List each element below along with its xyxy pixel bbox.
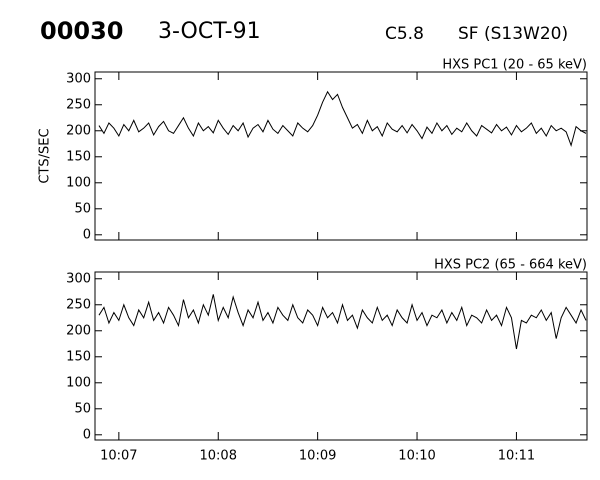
y-tick-label: 100	[66, 175, 91, 190]
y-tick-label: 0	[83, 427, 91, 442]
y-tick-label: 300	[66, 71, 91, 86]
flare-location: SF (S13W20)	[458, 24, 568, 44]
y-tick-label: 300	[66, 271, 91, 286]
record-id: 00030	[40, 17, 124, 45]
x-tick-label: 10:09	[299, 449, 336, 464]
y-tick-label: 50	[74, 401, 91, 416]
y-tick-label: 250	[66, 97, 91, 112]
panel-title: HXS PC2 (65 - 664 keV)	[434, 258, 587, 273]
y-axis-label: CTS/SEC	[38, 128, 53, 183]
plot-frame	[94, 271, 588, 441]
panel-title: HXS PC1 (20 - 65 keV)	[442, 58, 587, 73]
plot-frame	[94, 71, 588, 241]
y-tick-label: 250	[66, 297, 91, 312]
x-tick-label: 10:08	[200, 449, 237, 464]
x-tick-label: 10:07	[100, 449, 137, 464]
x-tick-label: 10:10	[398, 449, 435, 464]
flare-class: C5.8	[385, 24, 424, 44]
x-tick-label: 10:11	[498, 449, 535, 464]
y-tick-label: 0	[83, 227, 91, 242]
data-line	[98, 294, 587, 350]
y-tick-label: 150	[66, 349, 91, 364]
y-tick-label: 200	[66, 323, 91, 338]
date: 3-OCT-91	[158, 19, 261, 44]
y-tick-label: 50	[74, 201, 91, 216]
y-tick-label: 100	[66, 375, 91, 390]
y-tick-label: 150	[66, 149, 91, 164]
y-tick-label: 200	[66, 123, 91, 138]
data-line	[98, 90, 587, 147]
